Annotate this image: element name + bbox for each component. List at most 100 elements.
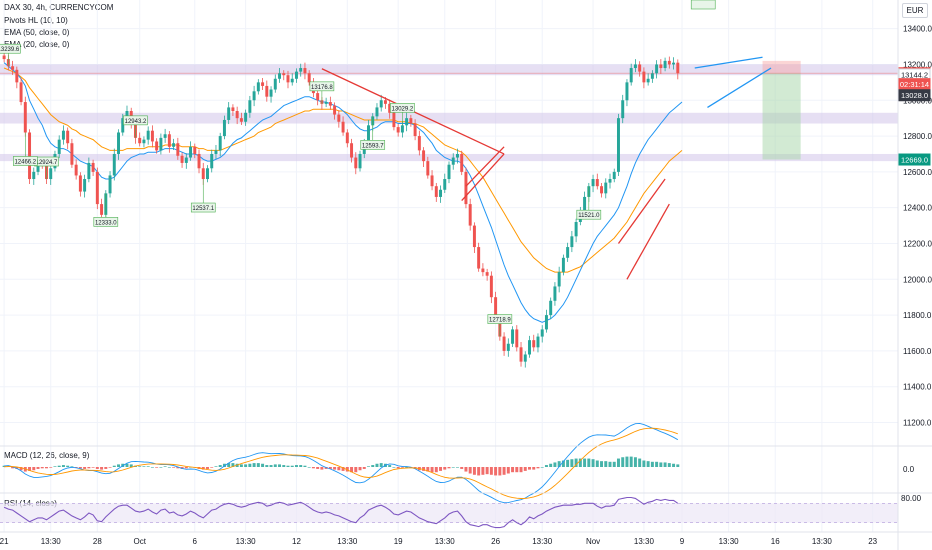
candle-body — [655, 64, 659, 74]
macd-hist-bar — [392, 467, 396, 468]
ema50-layer — [3, 67, 683, 273]
macd-hist-bar — [362, 467, 366, 469]
time-tick-label: 13:30 — [337, 537, 358, 546]
candle-body — [159, 137, 163, 151]
candle-body — [328, 102, 332, 106]
macd-hist-bar — [358, 467, 362, 471]
macd-hist-bar — [180, 467, 184, 469]
macd-hist-bar — [388, 465, 392, 467]
macd-hist-bar — [608, 461, 612, 467]
macd-hist-bar — [494, 467, 498, 476]
pivot-box — [576, 209, 602, 220]
candle-body — [676, 62, 680, 74]
macd-hist-bar — [430, 467, 434, 473]
rising-wedge-upper — [694, 56, 763, 69]
candle-body — [388, 103, 392, 113]
candle-body — [184, 157, 188, 163]
pivot-box — [487, 314, 513, 324]
macd-hist-bar — [506, 467, 510, 474]
pivot-box — [190, 202, 216, 213]
candle-body — [74, 164, 78, 176]
rsi-axis-value: 80.00 — [901, 494, 922, 503]
indicator-pivots-label[interactable]: Pivots HL (10, 10) — [4, 16, 68, 25]
macd-hist-bar — [540, 467, 544, 468]
macd-hist-bar — [244, 464, 248, 467]
candle-body — [282, 73, 286, 76]
candle-body — [49, 168, 53, 180]
candle-body — [324, 102, 328, 104]
time-tick-label: 9 — [680, 537, 685, 546]
macd-hist-bar — [354, 467, 358, 473]
candle-body — [278, 73, 282, 79]
candle-body — [180, 155, 184, 163]
macd-label[interactable]: MACD (12, 26, close, 9) — [4, 451, 90, 460]
candle-body — [405, 118, 409, 126]
macd-hist-bar — [519, 467, 523, 473]
candle-body — [409, 118, 413, 124]
candle-body — [61, 130, 65, 140]
macd-hist-bar — [591, 459, 595, 467]
candle-body — [502, 336, 506, 351]
candle-body — [621, 100, 625, 119]
macd-hist-bar — [265, 465, 269, 467]
candle-body — [528, 340, 531, 355]
rsi-pane — [0, 496, 898, 529]
macd-pane — [2, 422, 680, 504]
macd-hist-bar — [167, 467, 171, 468]
zone-band — [0, 64, 898, 76]
time-tick-label: 13:30 — [532, 537, 553, 546]
ema20-line — [3, 62, 683, 323]
candle-body — [307, 73, 311, 83]
macd-axis-value: 0.0 — [903, 465, 915, 474]
pivot-box — [360, 140, 386, 150]
ema50-line — [3, 67, 683, 273]
channel-line-upper — [617, 178, 666, 244]
candle-body — [176, 143, 180, 156]
candle-body — [600, 186, 604, 194]
candle-body — [172, 143, 176, 147]
rsi-band — [0, 503, 898, 523]
candle-body — [367, 125, 370, 144]
macd-hist-bar — [261, 463, 265, 467]
macd-hist-bar — [511, 467, 515, 473]
macd-hist-bar — [566, 459, 570, 467]
macd-hist-bar — [32, 467, 36, 471]
macd-hist-bar — [676, 464, 680, 467]
candle-body — [167, 134, 171, 147]
candle-body — [15, 69, 19, 83]
trendlines — [321, 56, 772, 280]
macd-hist-bar — [460, 467, 464, 469]
candle-body — [430, 175, 434, 187]
pivot-label: 12593.7 — [362, 143, 384, 149]
candle-body — [485, 272, 489, 276]
candle-body — [235, 111, 239, 119]
pivot-label: 11521.0 — [578, 213, 600, 219]
macd-hist-bar — [481, 467, 485, 475]
candle-body — [447, 164, 451, 180]
candle-body — [354, 157, 358, 169]
macd-hist-bar — [159, 467, 163, 468]
candle-body — [464, 171, 468, 205]
candle-body — [112, 153, 116, 176]
macd-hist-bar — [337, 467, 341, 471]
candle-body — [286, 75, 290, 83]
candle-body — [426, 161, 430, 176]
currency-selector[interactable]: EUR — [902, 3, 928, 18]
pivot-label: 12943.2 — [125, 119, 147, 125]
macd-hist-bar — [477, 467, 481, 476]
macd-signal-line — [4, 427, 678, 499]
candle-body — [256, 82, 260, 92]
macd-hist-bar — [439, 467, 443, 471]
candle-body — [239, 118, 243, 122]
indicator-ema50-label[interactable]: EMA (50, close, 0) — [4, 28, 70, 37]
indicator-ema20-label[interactable]: EMA (20, close, 0) — [4, 40, 70, 49]
macd-hist-bar — [625, 456, 629, 467]
candle-body — [650, 73, 654, 79]
macd-hist-bar — [163, 466, 167, 467]
macd-hist-bar — [633, 457, 637, 467]
macd-hist-bar — [36, 467, 40, 469]
candle-body — [273, 78, 277, 90]
candle-body — [227, 107, 231, 120]
candle-body — [350, 143, 354, 158]
